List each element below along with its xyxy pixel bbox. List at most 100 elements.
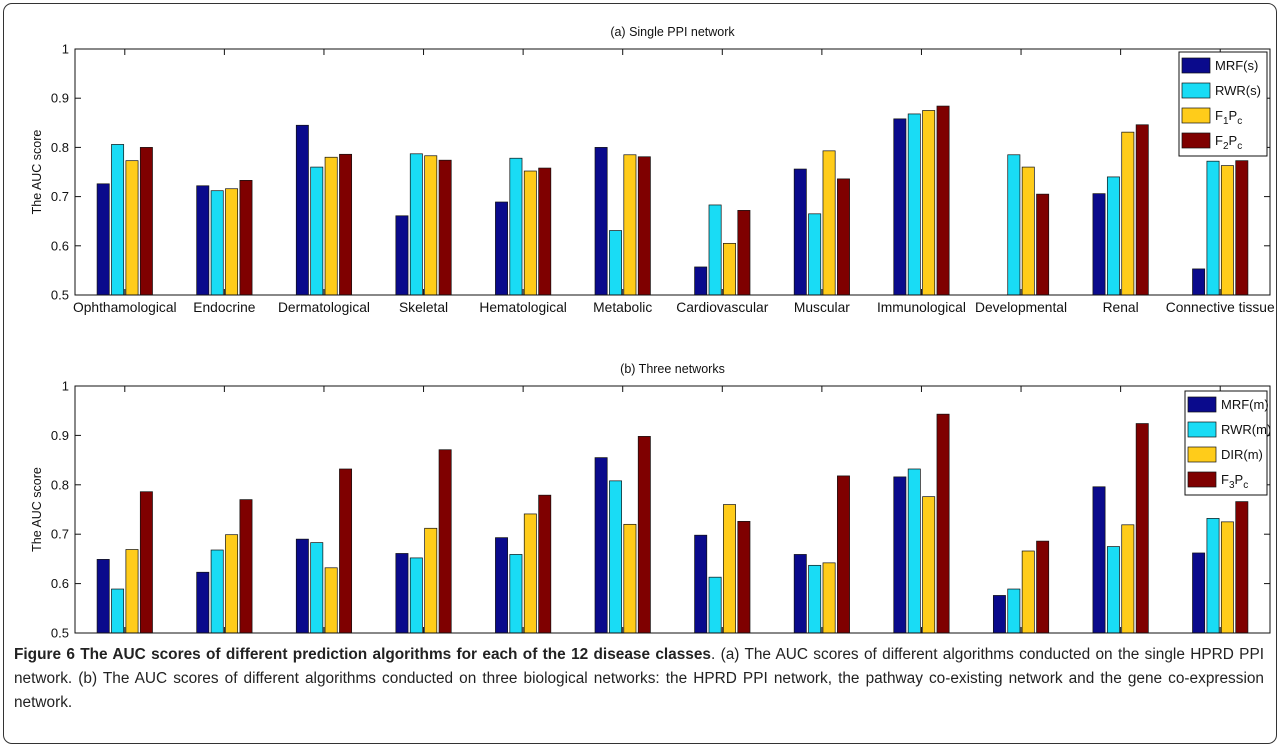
bar-f2pc-dermatological: [339, 153, 353, 296]
bar-rwr-m-renal: [1106, 546, 1120, 634]
legend-swatch-rwr-m: [1187, 421, 1217, 438]
x-tick-label-immunological: Immunological: [877, 638, 966, 640]
legend-label-rwr-s: RWR(s): [1215, 83, 1261, 98]
bar-mrf-m-developmental: [992, 595, 1006, 634]
bar-f1pc-renal: [1121, 131, 1135, 296]
figure-panels: (a) Single PPI network 0.5 0.6 0.7 0.8 0.9 1 Op…: [30, 25, 1275, 640]
x-tick-label-hematological: Hematological: [479, 300, 566, 315]
bar-mrf-s-endocrine: [196, 185, 210, 296]
bar-f2pc-hematological: [538, 167, 552, 296]
bar-mrf-s-immunological: [893, 118, 907, 296]
bar-rwr-m-endocrine: [210, 549, 224, 634]
bar-f3pc-dermatological: [339, 468, 353, 634]
bar-mrf-s-cardiovascular: [694, 266, 708, 296]
bar-mrf-m-metabolic: [594, 457, 608, 634]
bar-mrf-s-muscular: [793, 168, 807, 296]
legend: MRF(s) RWR(s) F1Pc F2Pc: [1178, 51, 1268, 157]
bar-dir-m-hematological: [523, 513, 537, 634]
bar-f2pc-cardiovascular: [737, 210, 751, 296]
bar-dir-m-ophthamological: [125, 549, 139, 634]
bar-dir-m-immunological: [922, 496, 936, 634]
legend: MRF(m) RWR(m) DIR(m) F3Pc: [1184, 390, 1271, 496]
legend-label-f2pc: F2Pc: [1215, 133, 1242, 152]
bar-f1pc-ophthamological: [125, 160, 139, 296]
bar-rwr-s-cardiovascular: [708, 204, 722, 296]
x-tick-label-cardiovascular: Cardiovascular: [676, 638, 768, 640]
bar-f2pc-connective-tissue: [1235, 160, 1249, 296]
bar-f2pc-ophthamological: [139, 147, 153, 296]
bar-f2pc-endocrine: [239, 180, 253, 296]
bar-mrf-m-ophthamological: [96, 559, 110, 634]
x-tick-label-developmental: Developmental: [975, 638, 1067, 640]
bar-mrf-s-ophthamological: [96, 183, 110, 296]
x-tick-label-dermatological: Dermatological: [278, 300, 370, 315]
bar-f1pc-connective-tissue: [1220, 165, 1234, 296]
bar-mrf-m-endocrine: [196, 571, 210, 634]
x-tick-label-connective-tissue: Connective tissue: [1166, 638, 1275, 640]
bar-rwr-m-immunological: [907, 468, 921, 634]
bar-f3pc-skeletal: [438, 449, 452, 634]
bar-f2pc-muscular: [837, 178, 850, 296]
bar-mrf-m-skeletal: [395, 553, 409, 634]
bar-f3pc-hematological: [538, 494, 552, 634]
bar-f1pc-developmental: [1021, 166, 1035, 296]
bar-f3pc-cardiovascular: [737, 521, 751, 634]
x-tick-label-metabolic: Metabolic: [593, 638, 652, 640]
bar-rwr-m-dermatological: [310, 542, 324, 634]
x-tick-label-renal: Renal: [1103, 300, 1139, 315]
bar-mrf-s-renal: [1092, 193, 1106, 296]
caption-text: . (a) The AUC scores of different algori…: [14, 646, 1264, 711]
bar-rwr-s-renal: [1106, 176, 1120, 296]
bar-dir-m-dermatological: [324, 567, 338, 634]
plot-area-border: [74, 385, 1271, 634]
bar-f3pc-renal: [1135, 423, 1149, 634]
bar-f1pc-dermatological: [324, 156, 338, 296]
bar-mrf-m-dermatological: [295, 538, 309, 634]
x-tick-label-muscular: Muscular: [794, 300, 850, 315]
x-tick-label-endocrine: Endocrine: [193, 638, 255, 640]
bar-dir-m-endocrine: [225, 534, 239, 634]
y-tick-label: 0.6: [51, 238, 69, 253]
figure-caption: Figure 6 The AUC scores of different pre…: [14, 643, 1264, 715]
bar-rwr-s-hematological: [509, 157, 523, 296]
y-tick-label: 1: [62, 379, 69, 394]
chart-panel-b: (b) Three networks 0.5 0.6 0.7 0.8 0.9 1 Ophtha…: [30, 362, 1275, 640]
y-tick-label: 0.9: [51, 91, 69, 106]
y-tick-label: 0.7: [51, 189, 69, 204]
y-tick-label: 0.5: [51, 626, 69, 641]
legend-label-mrf-m: MRF(m): [1221, 397, 1269, 412]
bar-dir-m-skeletal: [424, 527, 438, 634]
legend-label-mrf-s: MRF(s): [1215, 58, 1258, 73]
y-tick-label: 0.9: [51, 428, 69, 443]
caption-title: Figure 6 The AUC scores of different pre…: [14, 646, 711, 663]
legend-swatch-f3pc: [1187, 471, 1217, 488]
bar-rwr-m-connective-tissue: [1206, 518, 1220, 634]
bar-f3pc-ophthamological: [139, 491, 153, 634]
y-tick-label: 0.7: [51, 527, 69, 542]
x-tick-label-endocrine: Endocrine: [193, 300, 255, 315]
bar-f2pc-renal: [1135, 124, 1149, 296]
bar-f1pc-muscular: [822, 150, 836, 296]
plot-area-border: [74, 48, 1271, 296]
chart-panel-a: (a) Single PPI network 0.5 0.6 0.7 0.8 0.9 1 Op…: [30, 25, 1275, 315]
bar-f3pc-immunological: [936, 413, 950, 634]
y-tick-label: 1: [62, 42, 69, 57]
bar-dir-m-muscular: [822, 562, 836, 634]
x-tick-label-connective-tissue: Connective tissue: [1166, 300, 1275, 315]
legend-label-f1pc: F1Pc: [1215, 108, 1242, 127]
y-tick-label: 0.8: [51, 140, 69, 155]
bar-f3pc-metabolic: [637, 436, 651, 634]
bar-dir-m-developmental: [1021, 550, 1035, 634]
bar-rwr-m-metabolic: [609, 480, 622, 634]
bar-mrf-m-hematological: [495, 537, 508, 634]
x-tick-label-developmental: Developmental: [975, 300, 1067, 315]
bar-f3pc-muscular: [837, 475, 850, 634]
bar-f1pc-hematological: [523, 170, 537, 296]
x-tick-label-cardiovascular: Cardiovascular: [676, 300, 768, 315]
x-tick-label-skeletal: Skeletal: [399, 638, 448, 640]
bar-rwr-s-connective-tissue: [1206, 160, 1220, 296]
legend-swatch-f2pc: [1181, 132, 1211, 149]
bar-rwr-m-hematological: [509, 554, 523, 634]
bar-dir-m-renal: [1121, 524, 1135, 634]
x-tick-label-dermatological: Dermatological: [278, 638, 370, 640]
